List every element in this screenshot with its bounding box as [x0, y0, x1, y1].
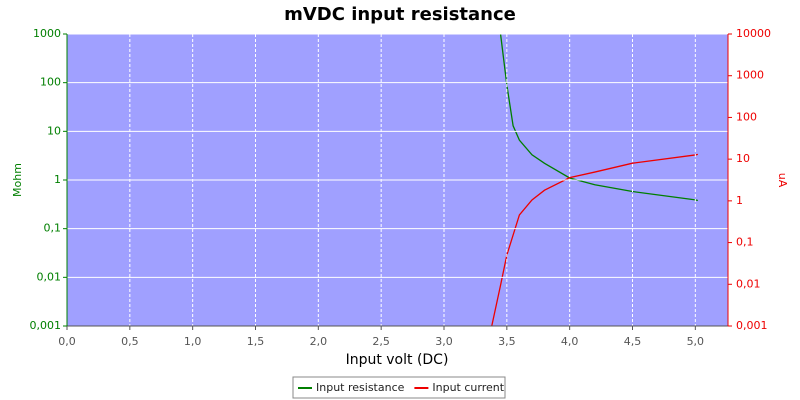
x-tick-label: 1,0 [184, 335, 202, 348]
y2-tick-label: 0,001 [736, 319, 768, 332]
y-tick-label: 100 [40, 76, 61, 89]
y-tick-label: 0,01 [37, 270, 62, 283]
x-tick-label: 4,5 [624, 335, 642, 348]
chart-title: mVDC input resistance [284, 4, 516, 25]
y2-tick-label: 1000 [736, 69, 764, 82]
series-layer [491, 34, 698, 326]
y-tick-label: 1 [54, 173, 61, 186]
x-tick-label: 0,5 [121, 335, 139, 348]
x-tick-label: 3,5 [498, 335, 516, 348]
y-tick-label: 1000 [33, 27, 61, 40]
x-tick-label: 4,0 [561, 335, 579, 348]
x-tick-label: 2,0 [310, 335, 328, 348]
x-tick-label: 3,0 [435, 335, 453, 348]
y2-tick-label: 0,01 [736, 277, 761, 290]
x-tick-label: 0,0 [58, 335, 76, 348]
y2-tick-label: 1 [736, 194, 743, 207]
legend [292, 376, 506, 399]
y2-axis-label: uA [776, 173, 789, 188]
y-tick-label: 10 [47, 124, 61, 137]
legend-label: Input current [432, 381, 504, 394]
x-axis-label: Input volt (DC) [346, 352, 449, 368]
y2-tick-label: 10 [736, 152, 750, 165]
y2-tick-label: 0,1 [736, 236, 754, 249]
y-tick-label: 0,001 [30, 319, 62, 332]
y-axis-label: Mohm [11, 163, 24, 197]
legend-label: Input resistance [316, 381, 405, 394]
y2-tick-label: 100 [736, 110, 757, 123]
series-line [499, 34, 698, 202]
series-line [491, 153, 698, 326]
x-tick-label: 1,5 [247, 335, 265, 348]
y2-tick-label: 10000 [736, 27, 771, 40]
x-tick-label: 5,0 [687, 335, 705, 348]
y-tick-label: 0,1 [44, 222, 62, 235]
x-tick-label: 2,5 [372, 335, 390, 348]
